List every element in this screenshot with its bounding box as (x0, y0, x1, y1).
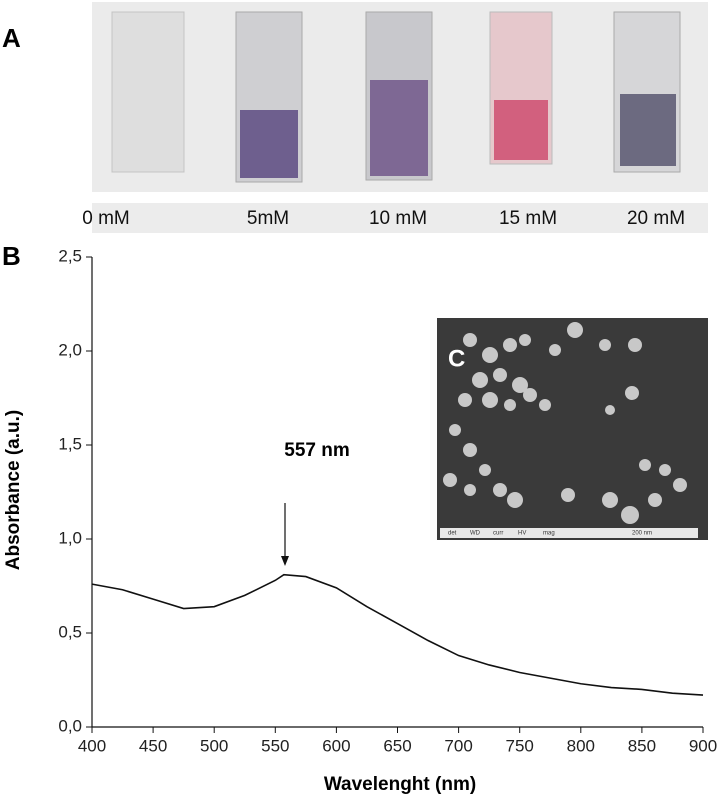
y-tick-label: 2,5 (58, 246, 82, 265)
x-tick-label: 700 (444, 736, 472, 755)
cuvette-label: 0 mM (82, 208, 130, 229)
sem-label: curr (493, 531, 503, 537)
y-tick-label: 0,0 (58, 716, 82, 735)
annotation: 557 nm (284, 440, 349, 461)
sem-databar (440, 528, 698, 538)
sem-label: WD (470, 531, 481, 537)
cuvettes (111, 11, 681, 183)
sem-label: mag (543, 531, 555, 537)
cuvette-liquid (494, 100, 548, 160)
x-tick-label: 600 (322, 736, 350, 755)
spectrum-line (91, 573, 704, 696)
cuvette-label: 20 mM (627, 208, 685, 229)
sem-image (437, 318, 708, 540)
x-tick-label: 550 (261, 736, 289, 755)
cuvette-label: 15 mM (499, 208, 557, 229)
x-axis-title: Wavelenght (nm) (324, 774, 476, 795)
label-strip (92, 203, 708, 233)
x-tick-label: 500 (200, 736, 228, 755)
y-tick-label: 1,0 (58, 528, 82, 547)
x-tick-label: 650 (383, 736, 411, 755)
panel-label: C (448, 345, 465, 372)
y-tick-label: 1,5 (58, 434, 82, 453)
cuvette (111, 11, 185, 173)
cuvette-label: 10 mM (369, 208, 427, 229)
cuvette-liquid (370, 80, 428, 176)
sem-label: HV (518, 531, 526, 537)
x-tick-label: 750 (506, 736, 534, 755)
cuvette-label: 5mM (247, 208, 289, 229)
x-tick-label: 400 (78, 736, 106, 755)
sem-particles (443, 322, 687, 524)
x-tick-label: 900 (689, 736, 717, 755)
y-tick-label: 0,5 (58, 622, 82, 641)
sem-label: det (448, 531, 457, 537)
panel-label: A (2, 23, 21, 53)
panel-label: B (2, 241, 21, 271)
x-tick-label: 850 (628, 736, 656, 755)
annotation-arrowhead (281, 556, 289, 566)
y-axis-title: Absorbance (a.u.) (3, 410, 24, 570)
cuvette-liquid (620, 94, 676, 166)
sem-label: 200 nm (632, 531, 652, 537)
x-tick-label: 450 (139, 736, 167, 755)
y-tick-label: 2,0 (58, 340, 82, 359)
x-tick-label: 800 (567, 736, 595, 755)
cuvette-liquid (240, 110, 298, 178)
